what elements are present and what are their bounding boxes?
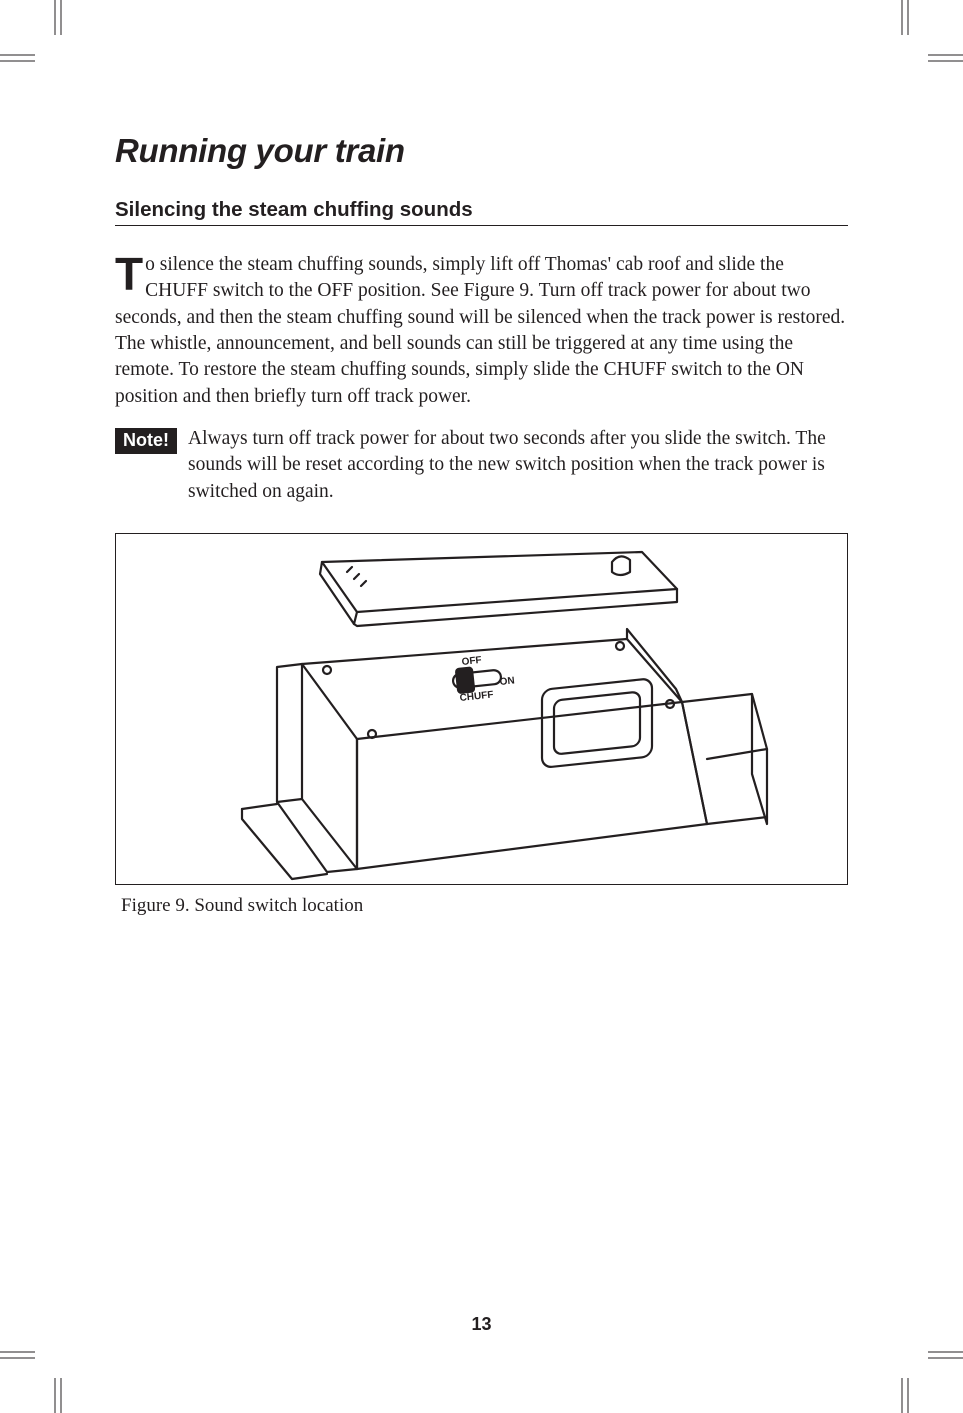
crop-mark-tl xyxy=(0,0,70,70)
label-on: ON xyxy=(499,675,515,688)
label-off: OFF xyxy=(461,655,482,668)
dropcap: T xyxy=(115,252,145,294)
label-chuff: CHUFF xyxy=(459,689,494,703)
section-heading: Silencing the steam chuffing sounds xyxy=(115,198,848,226)
note-text: Always turn off track power for about tw… xyxy=(188,426,848,505)
figure-caption: Figure 9. Sound switch location xyxy=(121,895,848,917)
crop-mark-br xyxy=(893,1343,963,1413)
crop-mark-bl xyxy=(0,1343,70,1413)
paragraph-text: o silence the steam chuffing sounds, sim… xyxy=(115,254,845,407)
train-cab-diagram: OFF ON CHUFF xyxy=(122,534,842,884)
page-title: Running your train xyxy=(115,132,848,170)
note-badge: Note! xyxy=(115,428,177,454)
crop-mark-tr xyxy=(893,0,963,70)
figure-9-illustration: OFF ON CHUFF xyxy=(115,533,848,885)
page-number: 13 xyxy=(0,1314,963,1335)
page-content: Running your train Silencing the steam c… xyxy=(0,0,963,917)
body-paragraph: To silence the steam chuffing sounds, si… xyxy=(115,252,848,410)
note-block: Note! Always turn off track power for ab… xyxy=(115,426,848,505)
